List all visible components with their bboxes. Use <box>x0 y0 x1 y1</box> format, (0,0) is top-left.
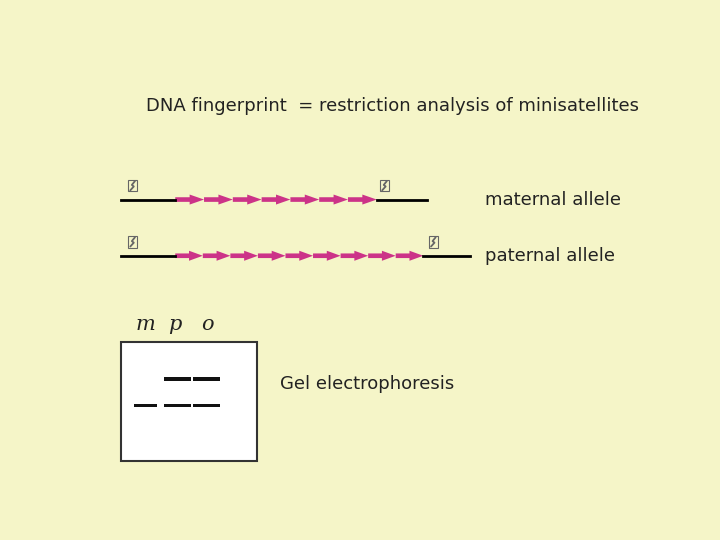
Bar <box>193 377 220 381</box>
Text: paternal allele: paternal allele <box>485 247 616 265</box>
Bar <box>163 403 191 408</box>
Polygon shape <box>290 194 319 205</box>
Polygon shape <box>348 194 377 205</box>
Polygon shape <box>233 194 261 205</box>
Bar <box>193 403 220 408</box>
Polygon shape <box>368 251 396 261</box>
Bar <box>121 342 256 461</box>
Polygon shape <box>175 251 203 261</box>
Bar <box>163 377 191 381</box>
Text: p: p <box>168 315 182 334</box>
Text: m: m <box>136 315 156 334</box>
Text: maternal allele: maternal allele <box>485 191 621 208</box>
Bar <box>134 403 158 408</box>
Text: DNA fingerprint  = restriction analysis of minisatellites: DNA fingerprint = restriction analysis o… <box>145 97 639 115</box>
Text: Gel electrophoresis: Gel electrophoresis <box>280 375 454 393</box>
Polygon shape <box>204 194 233 205</box>
Polygon shape <box>341 251 368 261</box>
Polygon shape <box>261 194 290 205</box>
Polygon shape <box>396 251 423 261</box>
Text: o: o <box>202 315 214 334</box>
Polygon shape <box>313 251 341 261</box>
Polygon shape <box>285 251 313 261</box>
Polygon shape <box>230 251 258 261</box>
Polygon shape <box>203 251 230 261</box>
Polygon shape <box>175 194 204 205</box>
Polygon shape <box>319 194 348 205</box>
Polygon shape <box>258 251 285 261</box>
